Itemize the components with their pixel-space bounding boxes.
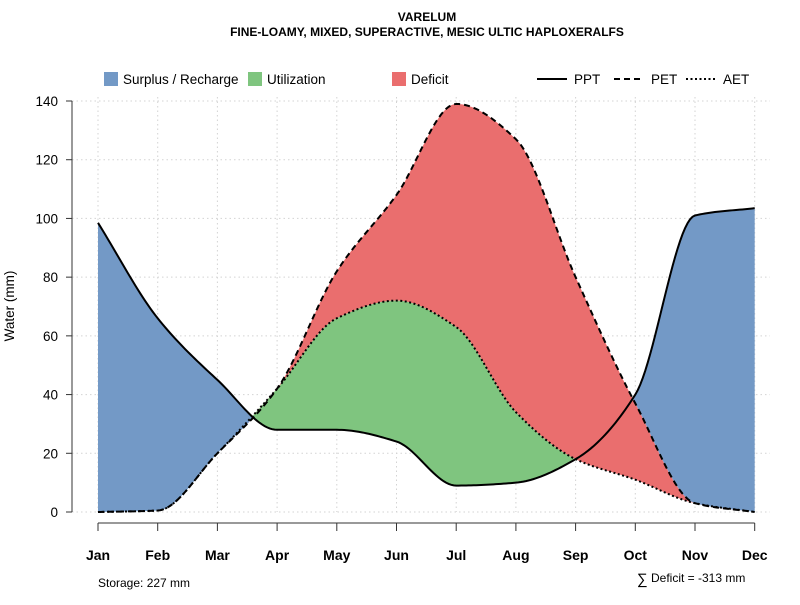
- legend-label-ppt: PPT: [574, 72, 600, 87]
- chart-title: VARELUM: [398, 10, 456, 24]
- x-tick-label-jan: Jan: [86, 547, 110, 563]
- y-tick-label-3: 60: [43, 329, 58, 344]
- legend-swatch-deficit: [392, 72, 406, 86]
- x-tick-label-jul: Jul: [446, 547, 466, 563]
- axes: 0 20 40 60 80 100 120 140 Jan Feb Mar Apr May Jun Jul A…: [35, 94, 767, 563]
- legend-label-aet: AET: [723, 72, 749, 87]
- storage-annotation: Storage: 227 mm: [98, 576, 190, 590]
- y-tick-label-6: 120: [35, 153, 58, 168]
- x-tick-label-oct: Oct: [624, 547, 648, 563]
- legend-label-surplus: Surplus / Recharge: [123, 72, 239, 87]
- utilization-area: [98, 300, 755, 512]
- legend: Surplus / Recharge Utilization Deficit P…: [104, 72, 749, 87]
- x-tick-label-nov: Nov: [682, 547, 709, 563]
- x-tick-label-apr: Apr: [265, 547, 290, 563]
- y-axis-label: Water (mm): [2, 271, 17, 342]
- line-layer: [97, 102, 755, 513]
- y-tick-label-2: 40: [43, 388, 58, 403]
- y-tick-label-0: 0: [50, 505, 58, 520]
- legend-label-pet: PET: [651, 72, 677, 87]
- x-tick-label-jun: Jun: [384, 547, 409, 563]
- surplus-recharge-area: [98, 103, 755, 512]
- x-tick-label-aug: Aug: [502, 547, 529, 563]
- chart-subtitle: FINE-LOAMY, MIXED, SUPERACTIVE, MESIC UL…: [230, 25, 624, 39]
- legend-swatch-surplus: [104, 72, 118, 86]
- ppt-line: [97, 207, 755, 487]
- legend-swatch-utilization: [248, 72, 262, 86]
- pet-line: [97, 102, 755, 513]
- y-tick-label-1: 20: [43, 446, 58, 461]
- x-tick-label-mar: Mar: [205, 547, 230, 563]
- x-tick-label-may: May: [323, 547, 350, 563]
- legend-label-utilization: Utilization: [267, 72, 326, 87]
- deficit-annotation: Deficit = -313 mm: [651, 571, 745, 585]
- y-tick-label-7: 140: [35, 94, 58, 109]
- legend-label-deficit: Deficit: [411, 72, 449, 87]
- x-tick-label-sep: Sep: [563, 547, 589, 563]
- aet-line: [97, 299, 755, 513]
- x-tick-label-dec: Dec: [742, 547, 768, 563]
- y-tick-label-5: 100: [35, 211, 58, 226]
- sum-symbol-icon: ∑: [637, 571, 648, 588]
- x-tick-label-feb: Feb: [145, 547, 170, 563]
- y-tick-label-4: 80: [43, 270, 58, 285]
